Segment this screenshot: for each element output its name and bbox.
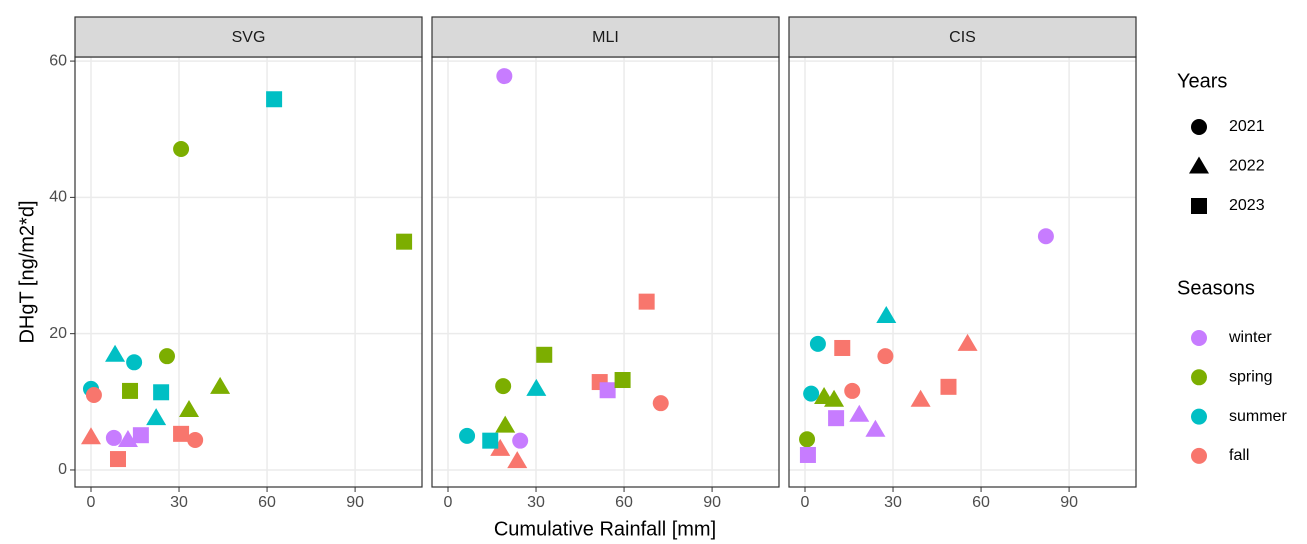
point: [80, 427, 101, 445]
x-tick-label: 90: [1060, 494, 1078, 511]
point: [179, 399, 200, 417]
x-tick-label: 30: [884, 494, 902, 511]
point: [834, 339, 851, 356]
legend-symbol: [1191, 408, 1207, 425]
point: [865, 419, 886, 437]
panel-background: [75, 57, 422, 487]
legend-label: 2023: [1229, 197, 1265, 214]
x-tick-label: 60: [972, 494, 990, 511]
point: [828, 410, 845, 427]
point: [459, 427, 476, 444]
y-tick-label: 60: [49, 52, 67, 69]
point: [876, 305, 897, 323]
point: [526, 378, 547, 396]
point: [173, 425, 190, 442]
legend-label: fall: [1229, 447, 1249, 464]
strip: [431, 16, 780, 58]
point: [799, 431, 816, 448]
point: [599, 382, 616, 399]
point: [266, 91, 283, 108]
legend-symbol: [1191, 330, 1207, 346]
y-tick-label: 20: [49, 325, 67, 342]
point: [910, 389, 931, 407]
y-tick-label: 40: [49, 189, 67, 206]
legend-symbol: [1191, 369, 1207, 386]
strip: [74, 16, 423, 58]
point: [482, 432, 499, 449]
point: [105, 429, 122, 446]
legend-symbol: [1191, 447, 1207, 464]
point: [122, 382, 139, 399]
point: [809, 335, 826, 352]
legend-title: Years: [1177, 70, 1227, 92]
point: [126, 354, 143, 371]
point: [614, 372, 631, 389]
strip: [788, 16, 1137, 58]
point: [507, 451, 528, 469]
point: [153, 384, 170, 401]
point: [849, 404, 870, 422]
legend-label: 2022: [1229, 158, 1265, 175]
legend-title: Seasons: [1177, 277, 1255, 299]
point: [652, 395, 669, 412]
point: [173, 140, 190, 157]
point: [85, 387, 102, 404]
x-tick-label: 90: [703, 494, 721, 511]
y-axis-title: DHgT [ng/m2*d]: [16, 200, 38, 343]
point: [495, 415, 516, 433]
legend-symbol: [1191, 119, 1207, 135]
point: [109, 451, 126, 468]
point: [210, 376, 231, 394]
y-tick-label: 0: [58, 461, 67, 478]
strip-label: SVG: [232, 29, 266, 46]
strip-label: CIS: [949, 29, 976, 46]
panel-background: [789, 57, 1136, 487]
point: [146, 408, 167, 426]
point: [490, 438, 511, 456]
point: [877, 348, 894, 365]
point: [158, 348, 175, 365]
legend-label: summer: [1229, 408, 1287, 425]
point: [638, 293, 655, 310]
legend-symbol: [1189, 156, 1209, 174]
point: [940, 378, 957, 395]
legend-label: spring: [1229, 369, 1273, 386]
x-tick-label: 0: [801, 494, 810, 511]
point: [187, 431, 204, 448]
point: [512, 432, 529, 449]
legend-symbol: [1191, 198, 1207, 214]
strip-label: MLI: [592, 29, 619, 46]
point: [495, 378, 512, 395]
legend-label: 2021: [1229, 118, 1265, 135]
point: [1037, 228, 1054, 245]
x-tick-label: 30: [170, 494, 188, 511]
x-tick-label: 90: [346, 494, 364, 511]
legend-label: winter: [1228, 329, 1272, 346]
point: [132, 427, 149, 444]
x-axis-title: Cumulative Rainfall [mm]: [494, 518, 716, 540]
x-tick-label: 60: [615, 494, 633, 511]
x-tick-label: 60: [258, 494, 276, 511]
point: [799, 446, 816, 463]
point: [803, 385, 820, 402]
panel-background: [432, 57, 779, 487]
point: [496, 68, 513, 85]
x-tick-label: 0: [444, 494, 453, 511]
x-tick-label: 0: [87, 494, 96, 511]
point: [396, 233, 413, 250]
point: [824, 389, 845, 407]
x-tick-label: 30: [527, 494, 545, 511]
point: [105, 344, 126, 362]
point: [844, 382, 861, 399]
point: [957, 333, 978, 351]
point: [536, 346, 553, 363]
